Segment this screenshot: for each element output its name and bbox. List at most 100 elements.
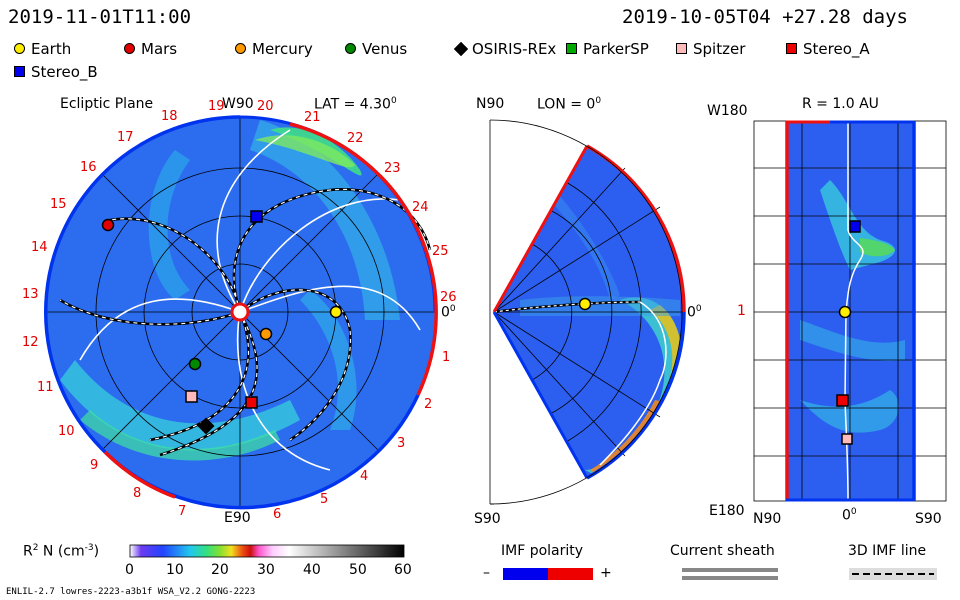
meridional-top-label: N90 bbox=[476, 96, 505, 112]
colorbar-ticks: 0 10 20 30 40 50 60 bbox=[0, 562, 960, 582]
legend-label: Mars bbox=[141, 40, 178, 58]
colorbar-tick: 20 bbox=[211, 562, 229, 578]
sector-number: 22 bbox=[347, 131, 364, 146]
sector-number: 3 bbox=[397, 436, 405, 451]
sector-number: 18 bbox=[161, 109, 178, 124]
legend-label: Earth bbox=[31, 40, 72, 58]
meridional-lon-label: LON = 00 bbox=[537, 96, 602, 113]
sector-number: 14 bbox=[31, 240, 48, 255]
sector-number: 17 bbox=[117, 130, 134, 145]
imf-3d-title: 3D IMF line bbox=[848, 543, 927, 559]
legend-label: Mercury bbox=[252, 40, 313, 58]
mars-marker-icon bbox=[101, 218, 115, 232]
latlon-bottom-left-label: E180 bbox=[709, 503, 745, 519]
current-sheath-swatch bbox=[682, 568, 778, 572]
sector-number: 15 bbox=[50, 197, 67, 212]
sector-number: 7 bbox=[178, 504, 186, 519]
sector-number: 5 bbox=[320, 492, 328, 507]
sector-number: 12 bbox=[22, 335, 39, 350]
stereo-b-marker-icon bbox=[14, 66, 25, 77]
footer-model-info: ENLIL-2.7 lowres-2223-a3b1f WSA_V2.2 GON… bbox=[6, 587, 256, 597]
latlon-x-right-label: S90 bbox=[915, 511, 942, 527]
meridional-bottom-label: S90 bbox=[474, 511, 501, 527]
legend-label: Venus bbox=[362, 40, 408, 58]
stereo-a-marker-icon bbox=[245, 396, 258, 409]
current-sheath-title: Current sheath bbox=[670, 543, 775, 559]
sector-number: 23 bbox=[384, 161, 401, 176]
imf-polarity-title: IMF polarity bbox=[501, 543, 584, 559]
venus-marker-icon bbox=[345, 43, 356, 54]
earth-marker-icon bbox=[578, 297, 592, 311]
spitzer-marker-icon bbox=[185, 390, 198, 403]
ecliptic-body-markers bbox=[101, 210, 343, 435]
mercury-marker-icon bbox=[259, 327, 273, 341]
latlon-x-mid-label: 00 bbox=[842, 507, 857, 524]
ecliptic-plane-panel bbox=[44, 115, 438, 510]
legend: Earth Mars Mercury Venus OSIRIS-REx Park… bbox=[0, 38, 960, 82]
sector-number: 13 bbox=[22, 287, 39, 302]
sector-number: 26 bbox=[440, 290, 457, 305]
ecliptic-zero-label: 00 bbox=[441, 304, 456, 321]
colorbar-label: R2 N (cm-3) bbox=[23, 543, 100, 560]
colorbar-tick: 40 bbox=[303, 562, 321, 578]
imf-3d-swatch bbox=[849, 568, 937, 580]
imf-plus-label: + bbox=[600, 565, 612, 581]
mercury-marker-icon bbox=[235, 43, 246, 54]
imf-minus-label: – bbox=[483, 565, 490, 581]
sector-number: 6 bbox=[273, 507, 281, 522]
ecliptic-plane-title: Ecliptic Plane bbox=[60, 96, 154, 112]
sector-number: 1 bbox=[442, 350, 450, 365]
legend-label: Stereo_A bbox=[803, 40, 870, 58]
stereo-b-marker-icon bbox=[849, 220, 861, 233]
latlon-mid-left-label: 1 bbox=[737, 303, 746, 319]
parkersp-marker-icon bbox=[566, 43, 577, 54]
stereo-b-marker-icon bbox=[250, 210, 263, 223]
sector-number: 16 bbox=[80, 160, 97, 175]
latlon-title: R = 1.0 AU bbox=[802, 96, 879, 112]
meridional-panel bbox=[489, 119, 686, 505]
legend-label: ParkerSP bbox=[583, 40, 649, 58]
stereo-a-marker-icon bbox=[836, 394, 849, 407]
sun-marker-icon bbox=[230, 302, 250, 322]
earth-marker-icon bbox=[329, 305, 343, 319]
colorbar-tick: 30 bbox=[257, 562, 275, 578]
venus-marker-icon bbox=[188, 357, 202, 371]
sector-number: 9 bbox=[90, 458, 98, 473]
colorbar-tick: 10 bbox=[166, 562, 184, 578]
spitzer-marker-icon bbox=[841, 433, 853, 445]
sector-number: 20 bbox=[257, 99, 274, 114]
left-timestamp: 2019-11-01T11:00 bbox=[8, 6, 192, 28]
meridional-zero-label: 00 bbox=[687, 304, 702, 321]
latlon-top-left-label: W180 bbox=[707, 103, 748, 119]
sector-number: 19 bbox=[208, 99, 225, 114]
colorbar-tick: 50 bbox=[349, 562, 367, 578]
ecliptic-lat-label: LAT = 4.300 bbox=[314, 96, 397, 113]
ecliptic-sector-numbers: 1 2 3 4 5 6 7 8 9 10 11 12 13 14 15 16 1… bbox=[22, 99, 457, 522]
sector-number: 11 bbox=[37, 380, 54, 395]
imf-negative-swatch bbox=[503, 568, 548, 580]
earth-marker-icon bbox=[14, 43, 25, 54]
sector-number: 2 bbox=[424, 397, 432, 412]
ecliptic-bottom-label: E90 bbox=[224, 510, 251, 526]
sector-number: 8 bbox=[133, 486, 141, 501]
osiris-rex-marker-icon bbox=[197, 417, 215, 435]
colorbar-tick: 60 bbox=[394, 562, 412, 578]
colorbar-tick: 0 bbox=[125, 562, 134, 578]
earth-marker-icon bbox=[838, 305, 852, 319]
sector-number: 4 bbox=[360, 469, 368, 484]
spitzer-marker-icon bbox=[676, 43, 687, 54]
sector-number: 24 bbox=[412, 200, 429, 215]
imf-positive-swatch bbox=[548, 568, 593, 580]
sector-number: 21 bbox=[304, 110, 321, 125]
stereo-a-marker-icon bbox=[786, 43, 797, 54]
sector-number: 10 bbox=[58, 424, 75, 439]
right-timestamp: 2019-10-05T04 +27.28 days bbox=[622, 6, 908, 28]
colorbar bbox=[129, 544, 405, 558]
latlon-panel bbox=[753, 120, 947, 502]
sector-number: 25 bbox=[432, 244, 449, 259]
ecliptic-top-label: W90 bbox=[222, 96, 254, 112]
legend-label: Spitzer bbox=[693, 40, 746, 58]
mars-marker-icon bbox=[124, 43, 135, 54]
latlon-x-left-label: N90 bbox=[753, 511, 782, 527]
